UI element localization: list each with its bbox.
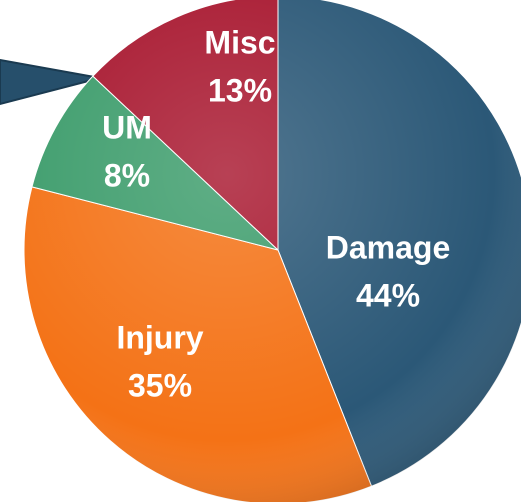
slice-value-label: 13%	[208, 72, 272, 108]
slice-name: UM	[102, 109, 152, 145]
slice-name: Damage	[326, 229, 451, 265]
labels: Damage 44% Injury 35% UM 8% Misc 13%	[102, 24, 450, 403]
slice-name: Misc	[204, 24, 275, 60]
slice-name: Injury	[116, 319, 203, 355]
slice-value-label: 35%	[128, 367, 192, 403]
slice-value-label: 8%	[104, 157, 150, 193]
slice-value-label: 44%	[356, 277, 420, 313]
